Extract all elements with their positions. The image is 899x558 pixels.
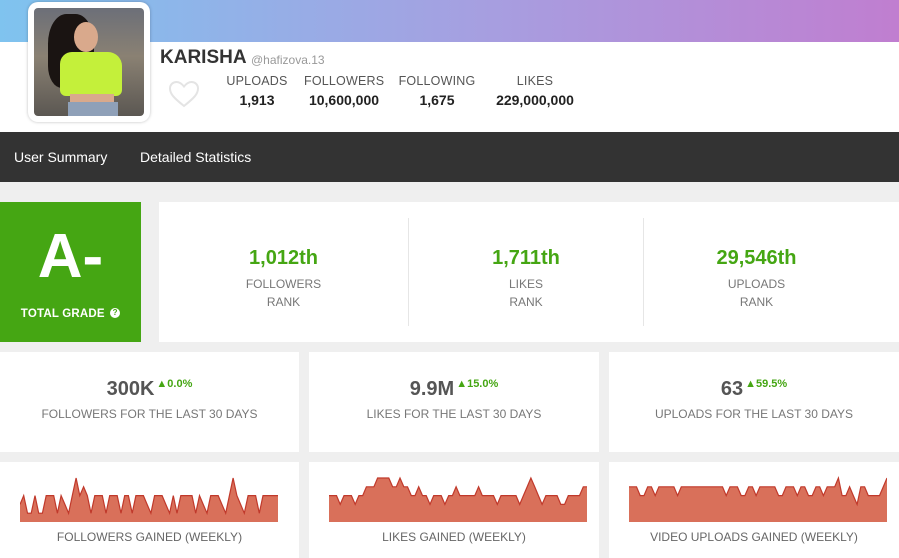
grade-label: TOTAL GRADE ? bbox=[0, 308, 141, 320]
stat-value: 229,000,000 bbox=[496, 92, 574, 108]
rank-followers: 1,012th FOLLOWERS RANK bbox=[159, 202, 408, 342]
sparkline-chart bbox=[629, 475, 887, 522]
grade-label-text: TOTAL GRADE bbox=[20, 308, 105, 320]
stat-label: LIKES bbox=[516, 74, 554, 88]
metric-label: UPLOADS FOR THE LAST 30 DAYS bbox=[654, 407, 854, 421]
profile-handle: @hafizova.13 bbox=[251, 53, 325, 67]
sparkline-line bbox=[329, 476, 587, 506]
rank-label-line: UPLOADS bbox=[727, 277, 786, 291]
heart-icon[interactable] bbox=[168, 80, 200, 108]
stat-value: 1,913 bbox=[239, 92, 275, 108]
chart-label: FOLLOWERS GAINED (WEEKLY) bbox=[56, 530, 243, 544]
rank-label-line: LIKES bbox=[508, 277, 544, 291]
metric-likes-30d: 9.9M ▲15.0% LIKES FOR THE LAST 30 DAYS bbox=[309, 352, 599, 452]
grade-value: A- bbox=[37, 222, 104, 291]
help-icon[interactable]: ? bbox=[110, 308, 121, 318]
rank-label: FOLLOWERS RANK bbox=[159, 275, 408, 311]
rank-value: 1,711th bbox=[492, 247, 560, 269]
rank-label-line: RANK bbox=[509, 295, 543, 309]
chart-label: VIDEO UPLOADS GAINED (WEEKLY) bbox=[650, 530, 858, 544]
rank-card: 1,012th FOLLOWERS RANK 1,711th LIKES RAN… bbox=[159, 202, 899, 342]
metric-value: 9.9M bbox=[409, 378, 455, 400]
total-grade-card: A- TOTAL GRADE ? bbox=[0, 202, 141, 342]
tab-user-summary[interactable]: User Summary bbox=[14, 149, 108, 165]
sparkline-area bbox=[329, 478, 587, 522]
rank-label: LIKES RANK bbox=[409, 275, 643, 311]
stat-followers: FOLLOWERS 10,600,000 bbox=[304, 74, 384, 108]
metric-change: ▲0.0% bbox=[156, 378, 193, 390]
stat-value: 10,600,000 bbox=[308, 92, 380, 108]
rank-likes: 1,711th LIKES RANK bbox=[409, 202, 643, 342]
chart-likes-gained: LIKES GAINED (WEEKLY) bbox=[309, 462, 599, 558]
sparkline-chart bbox=[20, 477, 278, 522]
stat-value: 1,675 bbox=[419, 92, 455, 108]
metric-label: FOLLOWERS FOR THE LAST 30 DAYS bbox=[41, 407, 258, 421]
sparkline-chart bbox=[329, 476, 587, 522]
rank-label-line: RANK bbox=[266, 295, 301, 309]
metric-value: 63 bbox=[720, 378, 744, 400]
sparkline-area bbox=[629, 478, 887, 522]
avatar-photo bbox=[34, 8, 144, 116]
metric-label: LIKES FOR THE LAST 30 DAYS bbox=[366, 407, 542, 421]
divider bbox=[643, 218, 644, 326]
rank-value: 29,546th bbox=[716, 247, 797, 269]
sparkline-line bbox=[629, 475, 887, 507]
stat-following: FOLLOWING 1,675 bbox=[398, 74, 476, 108]
stat-label: FOLLOWERS bbox=[304, 74, 385, 88]
rank-value: 1,012th bbox=[249, 247, 318, 269]
rank-label: UPLOADS RANK bbox=[644, 275, 869, 311]
chart-followers-gained: FOLLOWERS GAINED (WEEKLY) bbox=[0, 462, 299, 558]
metric-change: ▲59.5% bbox=[745, 378, 788, 390]
divider bbox=[408, 218, 409, 326]
rank-label-line: RANK bbox=[739, 295, 774, 309]
navbar: User Summary Detailed Statistics bbox=[0, 132, 899, 182]
metric-change: ▲15.0% bbox=[456, 378, 499, 390]
avatar bbox=[28, 2, 150, 122]
profile-name: KARISHA bbox=[160, 47, 247, 68]
rank-uploads: 29,546th UPLOADS RANK bbox=[644, 202, 869, 342]
metric-followers-30d: 300K ▲0.0% FOLLOWERS FOR THE LAST 30 DAYS bbox=[0, 352, 299, 452]
stat-uploads: UPLOADS 1,913 bbox=[226, 74, 288, 108]
chart-label: LIKES GAINED (WEEKLY) bbox=[382, 530, 526, 544]
rank-label-line: FOLLOWERS bbox=[245, 277, 322, 291]
stat-label: UPLOADS bbox=[226, 74, 288, 88]
metric-value: 300K bbox=[106, 378, 155, 400]
stat-likes: LIKES 229,000,000 bbox=[490, 74, 580, 108]
stat-label: FOLLOWING bbox=[398, 74, 476, 88]
chart-uploads-gained: VIDEO UPLOADS GAINED (WEEKLY) bbox=[609, 462, 899, 558]
tab-detailed-statistics[interactable]: Detailed Statistics bbox=[140, 149, 252, 165]
sparkline-line bbox=[20, 477, 278, 516]
metric-uploads-30d: 63 ▲59.5% UPLOADS FOR THE LAST 30 DAYS bbox=[609, 352, 899, 452]
